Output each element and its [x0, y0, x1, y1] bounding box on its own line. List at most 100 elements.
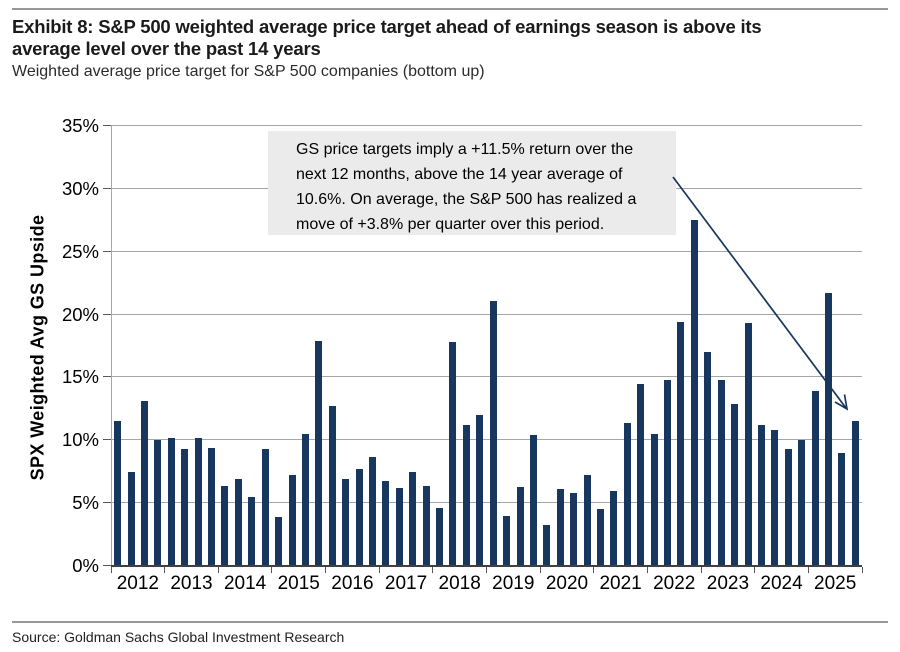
gridline	[111, 250, 862, 252]
bar-2015-q3	[301, 434, 309, 566]
x-axis-tick	[646, 567, 648, 573]
bar-2019-q3	[516, 486, 524, 566]
x-axis-tick	[593, 567, 595, 573]
bar-2012-q2	[127, 471, 135, 566]
annotation-line: next 12 months, above the 14 year averag…	[296, 166, 623, 183]
bar-2019-q2	[503, 515, 511, 566]
bar-2021-q3	[623, 422, 631, 566]
bar-2012-q3	[141, 401, 149, 566]
bar-2022-q2	[664, 379, 672, 566]
gridline	[111, 502, 862, 504]
bar-2024-q4	[798, 440, 806, 566]
bar-2016-q4	[369, 456, 376, 566]
y-axis-tick	[103, 125, 111, 126]
y-axis-tick	[103, 565, 111, 566]
bar-2024-q2	[771, 430, 779, 566]
bar-2022-q4	[690, 220, 698, 566]
gridline	[111, 313, 862, 315]
y-axis-label: 25%	[61, 240, 99, 262]
gridline	[111, 125, 862, 126]
bar-2022-q1	[650, 434, 658, 566]
y-axis-tick	[103, 250, 111, 252]
bar-2021-q2	[610, 490, 618, 566]
y-axis-label: 20%	[61, 303, 99, 325]
x-axis-label: 2019	[492, 573, 535, 594]
bar-2012-q1	[114, 421, 122, 566]
y-axis-line	[111, 126, 112, 566]
bar-2013-q4	[208, 447, 216, 566]
bar-2025-q3	[838, 452, 846, 566]
bar-2015-q4	[315, 340, 323, 566]
top-divider	[12, 8, 888, 10]
x-axis-tick	[754, 567, 756, 573]
x-axis-tick	[700, 567, 702, 573]
x-axis-tick	[432, 567, 434, 573]
y-axis-label: 30%	[61, 177, 99, 199]
bar-2017-q4	[422, 485, 430, 566]
y-axis-tick	[103, 439, 111, 441]
bar-2020-q3	[570, 493, 578, 566]
y-axis-label: 0%	[72, 555, 99, 576]
x-axis-label: 2013	[170, 573, 213, 594]
bar-2016-q1	[328, 406, 336, 566]
x-axis-tick	[110, 567, 112, 573]
bar-2013-q1	[167, 437, 175, 566]
annotation-box: GS price targets imply a +11.5% return o…	[268, 131, 676, 235]
annotation-line: 10.6%. On average, the S&P 500 has reali…	[296, 191, 637, 208]
y-axis-label: 35%	[61, 115, 99, 136]
y-axis-label: 5%	[72, 492, 99, 514]
chart-subtitle: Weighted average price target for S&P 50…	[12, 63, 485, 80]
bar-2014-q1	[221, 485, 229, 566]
x-axis-tick	[807, 567, 809, 573]
y-axis-tick	[103, 187, 111, 189]
bar-2013-q3	[194, 437, 202, 566]
bar-2017-q3	[409, 471, 417, 566]
y-axis-label: 10%	[61, 429, 99, 451]
bar-2020-q2	[556, 489, 564, 566]
x-axis-label: 2015	[277, 573, 320, 594]
x-axis-label: 2024	[760, 573, 803, 594]
x-axis-label: 2012	[116, 573, 159, 594]
gridline	[111, 376, 862, 378]
bar-2014-q4	[261, 449, 269, 566]
x-axis-label: 2018	[438, 573, 481, 594]
x-axis-tick	[325, 567, 327, 573]
x-axis-label: 2017	[384, 573, 428, 594]
x-axis-label: 2014	[223, 573, 267, 594]
bar-2020-q4	[583, 475, 591, 566]
exhibit-title-line1: Exhibit 8: S&P 500 weighted average pric…	[12, 16, 762, 37]
bar-2019-q4	[529, 435, 537, 566]
bar-2015-q2	[288, 475, 296, 566]
x-axis-label: 2022	[653, 573, 696, 594]
x-axis-line	[111, 565, 862, 567]
annotation-line: GS price targets imply a +11.5% return o…	[296, 141, 634, 158]
x-axis-label: 2023	[706, 573, 750, 594]
x-axis-label: 2021	[599, 573, 642, 594]
bar-2025-q4	[851, 421, 859, 566]
bar-2023-q1	[704, 352, 712, 566]
bar-2017-q2	[395, 488, 403, 566]
y-axis-tick	[103, 502, 111, 504]
bar-2025-q2	[824, 293, 832, 566]
bar-2022-q3	[677, 322, 685, 566]
bar-2023-q4	[744, 323, 752, 566]
x-axis-tick	[164, 567, 166, 573]
bar-2018-q3	[462, 425, 470, 566]
bar-2021-q4	[637, 383, 645, 566]
bar-2016-q2	[342, 479, 350, 566]
exhibit-title-line2: average level over the past 14 years	[12, 37, 321, 59]
bar-2016-q3	[355, 469, 363, 566]
bar-2023-q2	[717, 379, 725, 566]
x-axis-tick	[486, 567, 487, 573]
y-axis-tick	[103, 376, 111, 378]
bar-2019-q1	[489, 300, 497, 566]
gridline	[111, 439, 862, 441]
y-axis-label: 15%	[61, 366, 99, 388]
bar-2018-q1	[436, 508, 444, 566]
bar-2024-q3	[784, 449, 792, 566]
bar-2018-q4	[476, 415, 484, 566]
bar-2025-q1	[811, 391, 819, 566]
bar-2023-q3	[731, 403, 739, 566]
x-axis-label: 2020	[545, 573, 589, 594]
